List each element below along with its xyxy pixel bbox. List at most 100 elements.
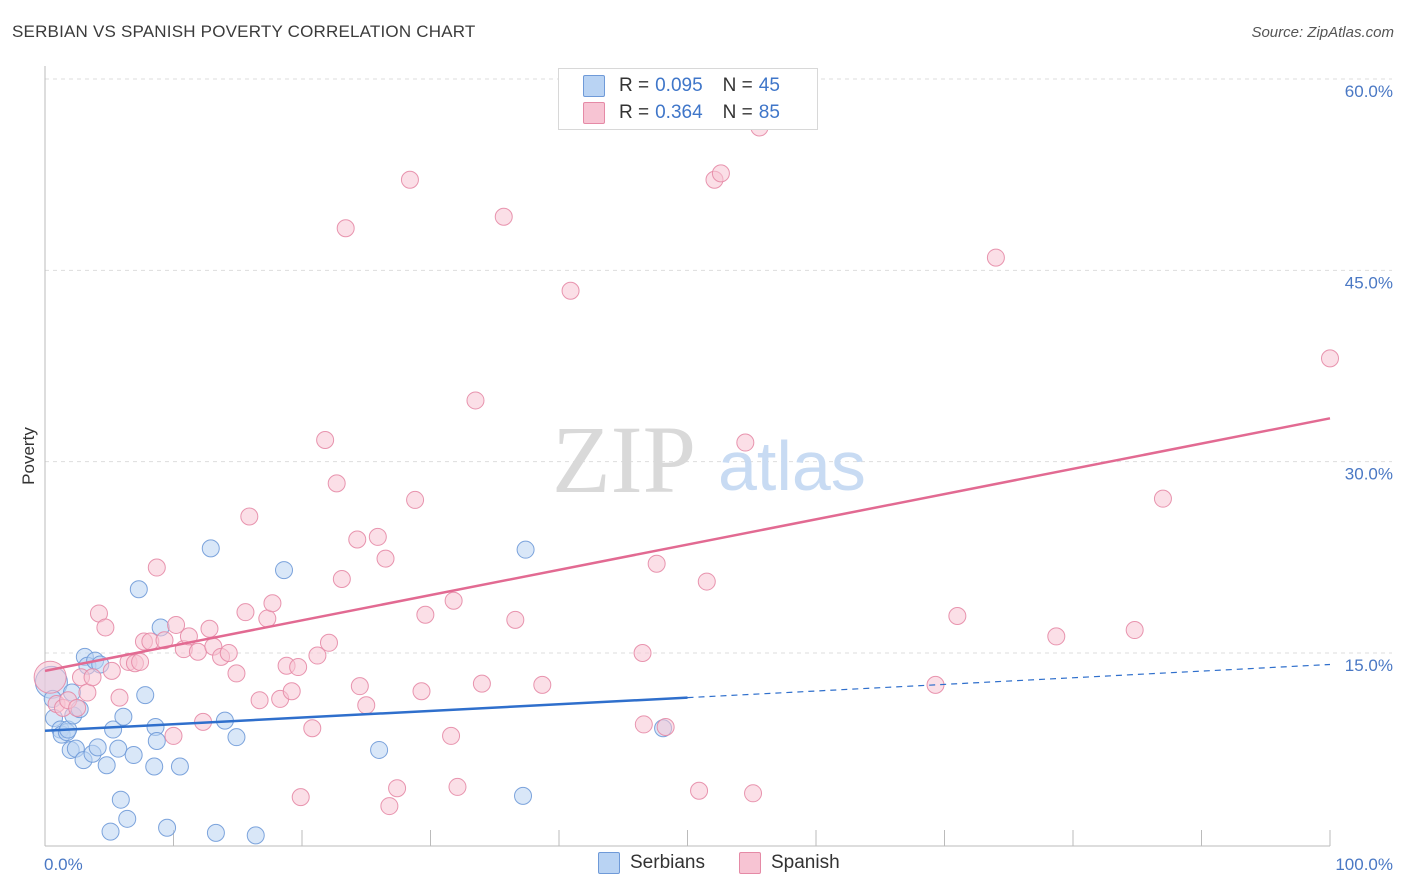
serbians-point[interactable] (104, 720, 123, 739)
serbians-point[interactable] (114, 707, 133, 726)
spanish-r-label: R = (619, 102, 650, 123)
serbians-point[interactable] (201, 539, 220, 558)
spanish-point[interactable] (258, 609, 277, 628)
spanish-point[interactable] (147, 558, 166, 577)
spanish-point[interactable] (250, 691, 269, 710)
axes (44, 66, 1331, 847)
serbians-point[interactable] (206, 823, 225, 842)
spanish-point[interactable] (316, 430, 335, 449)
y-tick-label-60: 60.0% (1345, 82, 1393, 101)
serbians-point[interactable] (124, 746, 143, 765)
serbians-point[interactable] (111, 790, 130, 809)
serbians-n-value: 45 (758, 75, 780, 96)
serbians-point[interactable] (516, 540, 535, 559)
spanish-point[interactable] (697, 572, 716, 591)
serbians-point[interactable] (101, 822, 120, 841)
spanish-point[interactable] (68, 698, 87, 717)
spanish-point[interactable] (357, 696, 376, 715)
spanish-point[interactable] (167, 615, 186, 634)
spanish-point[interactable] (448, 777, 467, 796)
serbians-point[interactable] (109, 739, 128, 758)
spanish-point[interactable] (1321, 349, 1339, 368)
spanish-point[interactable] (219, 644, 238, 662)
spanish-point[interactable] (376, 549, 395, 568)
spanish-point[interactable] (289, 658, 308, 677)
spanish-point[interactable] (102, 661, 121, 680)
serbians-point[interactable] (118, 809, 137, 828)
spanish-point[interactable] (282, 682, 301, 701)
spanish-point[interactable] (227, 664, 246, 683)
spanish-point[interactable] (444, 591, 463, 610)
spanish-point[interactable] (291, 788, 310, 807)
spanish-point[interactable] (406, 490, 425, 509)
spanish-point[interactable] (533, 675, 552, 694)
spanish-point[interactable] (350, 677, 369, 696)
spanish-point[interactable] (711, 164, 730, 183)
spanish-point[interactable] (319, 633, 338, 652)
spanish-point[interactable] (236, 603, 255, 622)
spanish-point[interactable] (400, 170, 419, 189)
spanish-point[interactable] (240, 507, 259, 526)
serbians-point[interactable] (97, 756, 116, 775)
spanish-point[interactable] (986, 248, 1005, 267)
spanish-point[interactable] (656, 717, 675, 736)
spanish-point[interactable] (188, 642, 207, 661)
spanish-point[interactable] (200, 619, 219, 638)
spanish-point[interactable] (472, 674, 491, 693)
serbians-point[interactable] (147, 732, 166, 751)
serbians-r-label: R = (619, 75, 650, 96)
bottom-legend-spanish[interactable]: Spanish (739, 852, 840, 874)
spanish-point[interactable] (416, 605, 435, 624)
spanish-point[interactable] (1153, 489, 1172, 508)
serbians-point[interactable] (136, 686, 155, 705)
spanish-point[interactable] (380, 797, 399, 816)
spanish-point[interactable] (155, 631, 174, 650)
spanish-point[interactable] (368, 527, 387, 546)
serbians-point[interactable] (227, 728, 246, 747)
spanish-point[interactable] (348, 530, 367, 549)
spanish-point[interactable] (442, 726, 461, 745)
spanish-point[interactable] (336, 219, 355, 238)
spanish-point[interactable] (633, 644, 652, 662)
bottom-legend-serbians[interactable]: Serbians (598, 852, 705, 874)
serbians-point[interactable] (514, 786, 533, 805)
spanish-point[interactable] (1125, 621, 1144, 640)
spanish-point[interactable] (131, 652, 150, 671)
spanish-point[interactable] (303, 719, 322, 738)
spanish-point[interactable] (561, 281, 580, 300)
serbians-point[interactable] (129, 580, 148, 599)
serbians-point[interactable] (145, 757, 164, 776)
spanish-point[interactable] (164, 726, 183, 745)
spanish-points (33, 118, 1339, 816)
spanish-point[interactable] (388, 779, 407, 798)
spanish-point[interactable] (736, 433, 755, 452)
serbians-point[interactable] (158, 818, 177, 837)
serbians-point[interactable] (275, 561, 294, 580)
spanish-point[interactable] (33, 660, 67, 694)
spanish-point[interactable] (110, 688, 129, 707)
spanish-point[interactable] (647, 554, 666, 573)
spanish-point[interactable] (506, 610, 525, 629)
spanish-point[interactable] (332, 570, 351, 589)
spanish-point[interactable] (466, 391, 485, 410)
spanish-legend-swatch (739, 852, 761, 874)
spanish-point[interactable] (83, 668, 102, 687)
serbians-point[interactable] (370, 740, 389, 759)
spanish-point[interactable] (78, 683, 97, 702)
serbians-point[interactable] (170, 757, 189, 776)
spanish-point[interactable] (634, 715, 653, 734)
spanish-point[interactable] (690, 781, 709, 800)
spanish-trend-line (44, 417, 1331, 673)
spanish-point[interactable] (948, 607, 967, 626)
spanish-point[interactable] (263, 594, 282, 613)
serbians-point[interactable] (88, 738, 107, 757)
spanish-point[interactable] (412, 682, 431, 701)
spanish-point[interactable] (96, 618, 115, 637)
spanish-point[interactable] (327, 474, 346, 493)
spanish-point[interactable] (308, 646, 327, 665)
spanish-point[interactable] (494, 207, 513, 226)
spanish-point[interactable] (744, 784, 763, 803)
x-tick-label-min: 0.0% (44, 855, 83, 874)
serbians-point[interactable] (246, 826, 265, 845)
spanish-point[interactable] (1047, 627, 1066, 646)
